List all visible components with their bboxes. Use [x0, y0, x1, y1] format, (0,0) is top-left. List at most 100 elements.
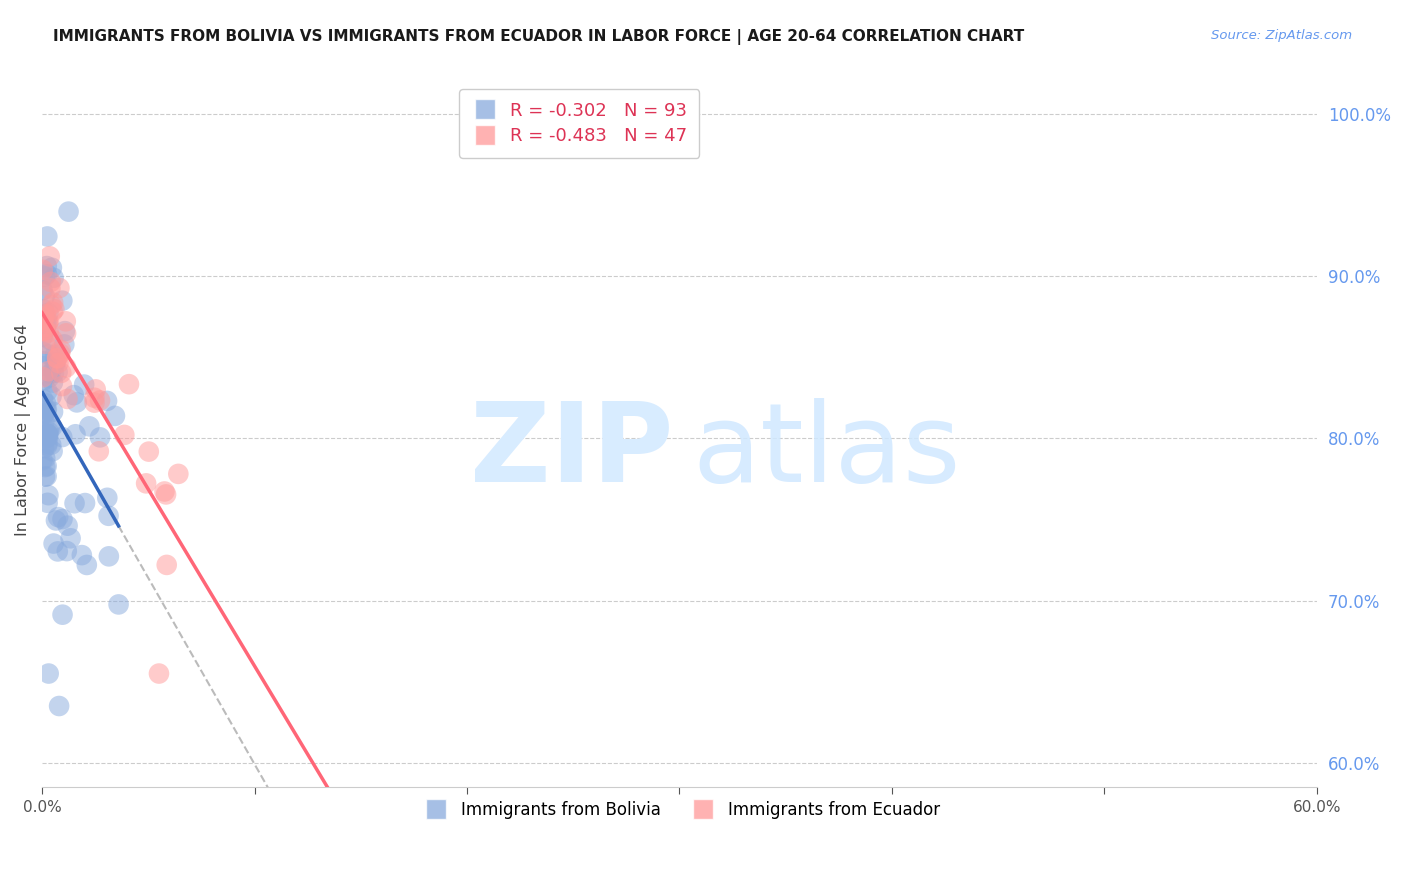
- Point: [37, 347, 59, 361]
- Point: [48, 356, 70, 370]
- Point: [46, 351, 69, 365]
- Point: [35, 469, 58, 483]
- Point: [53, 337, 76, 351]
- Point: [31, 359, 53, 374]
- Point: [32, 324, 55, 338]
- Point: [55, 314, 77, 328]
- Point: [83, 391, 105, 405]
- Point: [73, 377, 96, 392]
- Point: [42, 270, 65, 285]
- Point: [38, 370, 60, 384]
- Point: [35, 402, 58, 417]
- Point: [44, 359, 66, 373]
- Point: [42, 536, 65, 550]
- Point: [39, 275, 62, 289]
- Point: [51, 366, 73, 380]
- Point: [37, 317, 59, 331]
- Point: [35, 267, 58, 281]
- Point: [37, 426, 59, 441]
- Point: [38, 425, 60, 439]
- Point: [59, 531, 82, 545]
- Point: [34, 414, 56, 428]
- Point: [34, 460, 56, 475]
- Point: [34, 269, 56, 284]
- Point: [48, 281, 70, 295]
- Point: [32, 302, 55, 317]
- Point: [56, 518, 79, 533]
- Point: [34, 314, 56, 328]
- Point: [73, 496, 96, 510]
- Point: [35, 320, 58, 334]
- Point: [32, 354, 55, 368]
- Point: [97, 508, 120, 523]
- Text: Source: ZipAtlas.com: Source: ZipAtlas.com: [1212, 29, 1353, 42]
- Point: [35, 396, 58, 410]
- Point: [46, 351, 69, 366]
- Point: [35, 318, 58, 332]
- Text: ZIP: ZIP: [470, 398, 673, 505]
- Point: [37, 430, 59, 444]
- Point: [38, 326, 60, 340]
- Point: [35, 307, 58, 321]
- Point: [112, 428, 135, 442]
- Point: [37, 384, 59, 399]
- Point: [35, 431, 58, 445]
- Point: [83, 395, 105, 409]
- Point: [45, 513, 67, 527]
- Y-axis label: In Labor Force | Age 20-64: In Labor Force | Age 20-64: [15, 324, 31, 536]
- Point: [51, 293, 73, 308]
- Point: [34, 451, 56, 466]
- Point: [148, 666, 170, 681]
- Point: [51, 607, 73, 622]
- Point: [48, 698, 70, 713]
- Point: [38, 249, 60, 263]
- Point: [118, 377, 141, 392]
- Point: [49, 343, 72, 357]
- Point: [41, 444, 63, 458]
- Point: [46, 365, 69, 379]
- Point: [32, 373, 55, 387]
- Point: [41, 333, 63, 347]
- Point: [34, 323, 56, 337]
- Point: [153, 484, 176, 499]
- Point: [31, 406, 53, 420]
- Point: [51, 379, 73, 393]
- Point: [53, 324, 76, 338]
- Point: [46, 544, 69, 558]
- Point: [37, 496, 59, 510]
- Point: [42, 366, 65, 380]
- Point: [35, 320, 58, 334]
- Point: [34, 289, 56, 303]
- Point: [89, 430, 111, 444]
- Point: [37, 438, 59, 452]
- Point: [62, 388, 84, 402]
- Point: [44, 302, 66, 317]
- Point: [32, 313, 55, 327]
- Point: [55, 360, 77, 375]
- Point: [58, 204, 80, 219]
- Point: [35, 403, 58, 417]
- Text: atlas: atlas: [692, 398, 960, 505]
- Point: [34, 469, 56, 483]
- Point: [35, 458, 58, 473]
- Point: [55, 544, 77, 558]
- Point: [39, 438, 62, 452]
- Point: [32, 310, 55, 325]
- Point: [39, 367, 62, 381]
- Point: [70, 548, 93, 562]
- Point: [107, 598, 129, 612]
- Point: [31, 344, 53, 359]
- Point: [32, 407, 55, 421]
- Point: [96, 491, 118, 505]
- Point: [138, 444, 160, 458]
- Point: [35, 259, 58, 273]
- Point: [156, 558, 179, 572]
- Point: [79, 419, 101, 434]
- Point: [96, 393, 118, 408]
- Point: [63, 496, 86, 510]
- Point: [37, 229, 59, 244]
- Point: [37, 428, 59, 442]
- Point: [31, 283, 53, 297]
- Point: [42, 295, 65, 310]
- Point: [87, 444, 110, 458]
